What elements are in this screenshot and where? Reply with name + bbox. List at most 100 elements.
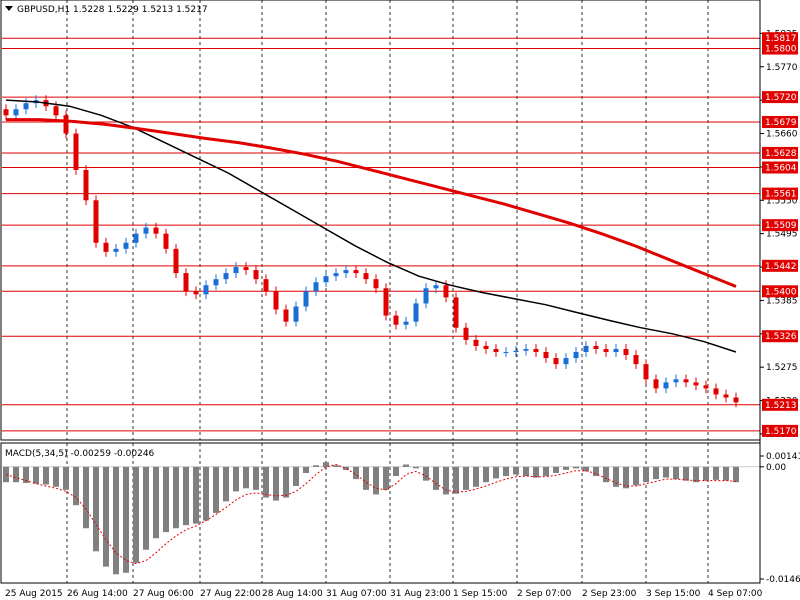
macd-bar bbox=[483, 466, 489, 483]
x-tick-label: 27 Aug 22:00 bbox=[200, 589, 261, 599]
macd-bar bbox=[173, 466, 179, 529]
candle-body bbox=[373, 279, 379, 289]
candle-body bbox=[133, 233, 139, 243]
macd-bar bbox=[93, 466, 99, 552]
level-label: 1.5213 bbox=[765, 401, 797, 411]
candle-body bbox=[673, 379, 679, 383]
macd-bar bbox=[353, 466, 359, 480]
level-label: 1.5509 bbox=[765, 221, 797, 231]
candle-body bbox=[643, 364, 649, 380]
macd-bar bbox=[113, 466, 119, 575]
macd-bar bbox=[183, 466, 189, 526]
level-label: 1.5604 bbox=[765, 164, 797, 174]
candle-body bbox=[163, 233, 169, 249]
macd-bar bbox=[293, 466, 299, 487]
macd-bar bbox=[623, 466, 629, 489]
candle-body bbox=[613, 348, 619, 352]
macd-bar bbox=[733, 466, 739, 483]
candle-body bbox=[253, 270, 259, 280]
macd-bar bbox=[363, 466, 369, 490]
macd-bar bbox=[523, 466, 529, 477]
macd-bar bbox=[463, 466, 469, 490]
macd-bar bbox=[53, 466, 59, 487]
candle-body bbox=[143, 227, 149, 234]
candle-body bbox=[313, 282, 319, 292]
x-tick-label: 25 Aug 2015 bbox=[5, 589, 63, 599]
x-tick-label: 2 Sep 07:00 bbox=[517, 589, 572, 599]
macd-bar bbox=[123, 466, 129, 573]
level-label-bg bbox=[762, 32, 798, 45]
macd-bar bbox=[453, 466, 459, 494]
macd-bar bbox=[403, 464, 409, 467]
macd-bar bbox=[603, 466, 609, 483]
candle-body bbox=[463, 327, 469, 340]
level-label: 1.5720 bbox=[765, 93, 797, 103]
candle-body bbox=[683, 379, 689, 383]
macd-bar bbox=[563, 466, 569, 470]
macd-bar bbox=[493, 466, 499, 479]
candle-body bbox=[483, 345, 489, 349]
candle-body bbox=[563, 358, 569, 365]
candle-body bbox=[293, 306, 299, 322]
candle-body bbox=[543, 352, 549, 359]
level-label: 1.5170 bbox=[765, 427, 797, 437]
macd-bar bbox=[513, 466, 519, 475]
y-tick-label: 1.5660 bbox=[766, 130, 798, 140]
candle-body bbox=[173, 248, 179, 274]
macd-bar bbox=[223, 466, 229, 502]
macd-bar bbox=[253, 466, 259, 490]
candle-body bbox=[303, 291, 309, 307]
macd-bar bbox=[233, 466, 239, 492]
macd-bar bbox=[703, 466, 709, 481]
candle-body bbox=[103, 242, 109, 252]
candle-body bbox=[93, 200, 99, 243]
candle-body bbox=[603, 348, 609, 352]
candle-body bbox=[113, 248, 119, 252]
macd-bar bbox=[23, 466, 29, 483]
candle-body bbox=[53, 106, 59, 116]
level-label: 1.5442 bbox=[765, 262, 797, 272]
macd-bar bbox=[343, 466, 349, 470]
macd-y-tick-label: 0.00 bbox=[766, 463, 786, 473]
candle-body bbox=[693, 382, 699, 386]
macd-bar bbox=[33, 466, 39, 484]
macd-bar bbox=[303, 466, 309, 473]
level-label: 1.5800 bbox=[765, 45, 797, 55]
candle-body bbox=[343, 270, 349, 274]
candle-body bbox=[3, 109, 9, 116]
macd-bar bbox=[63, 466, 69, 490]
y-tick-label: 1.5275 bbox=[766, 363, 798, 373]
candle-body bbox=[593, 345, 599, 349]
candle-body bbox=[713, 388, 719, 395]
support-resistance-levels bbox=[2, 37, 760, 432]
dropdown-arrow-icon[interactable] bbox=[5, 6, 13, 11]
candle-body bbox=[573, 352, 579, 359]
moving-average-line bbox=[5, 99, 737, 353]
candle-body bbox=[263, 279, 269, 292]
candle-body bbox=[223, 273, 229, 280]
level-label: 1.5628 bbox=[765, 149, 797, 159]
candle-body bbox=[243, 267, 249, 271]
macd-bar bbox=[143, 466, 149, 550]
candle-body bbox=[333, 273, 339, 277]
level-label-bg bbox=[762, 219, 798, 232]
candle-body bbox=[323, 276, 329, 283]
x-tick-label: 31 Aug 07:00 bbox=[326, 589, 387, 599]
candle-body bbox=[383, 288, 389, 316]
y-tick-label: 1.5550 bbox=[766, 196, 798, 206]
macd-bar bbox=[653, 466, 659, 480]
candle-body bbox=[433, 285, 439, 289]
macd-bar bbox=[543, 466, 549, 477]
candle-body bbox=[503, 352, 509, 353]
candle-body bbox=[13, 109, 19, 116]
x-tick-label: 31 Aug 23:00 bbox=[390, 589, 451, 599]
macd-bar bbox=[413, 466, 419, 469]
macd-bar bbox=[583, 466, 589, 472]
candle-body bbox=[353, 270, 359, 274]
macd-bar bbox=[263, 466, 269, 498]
x-tick-label: 1 Sep 15:00 bbox=[453, 589, 508, 599]
macd-bar bbox=[203, 466, 209, 521]
level-label: 1.5817 bbox=[765, 34, 797, 44]
level-label-bg bbox=[762, 330, 798, 343]
